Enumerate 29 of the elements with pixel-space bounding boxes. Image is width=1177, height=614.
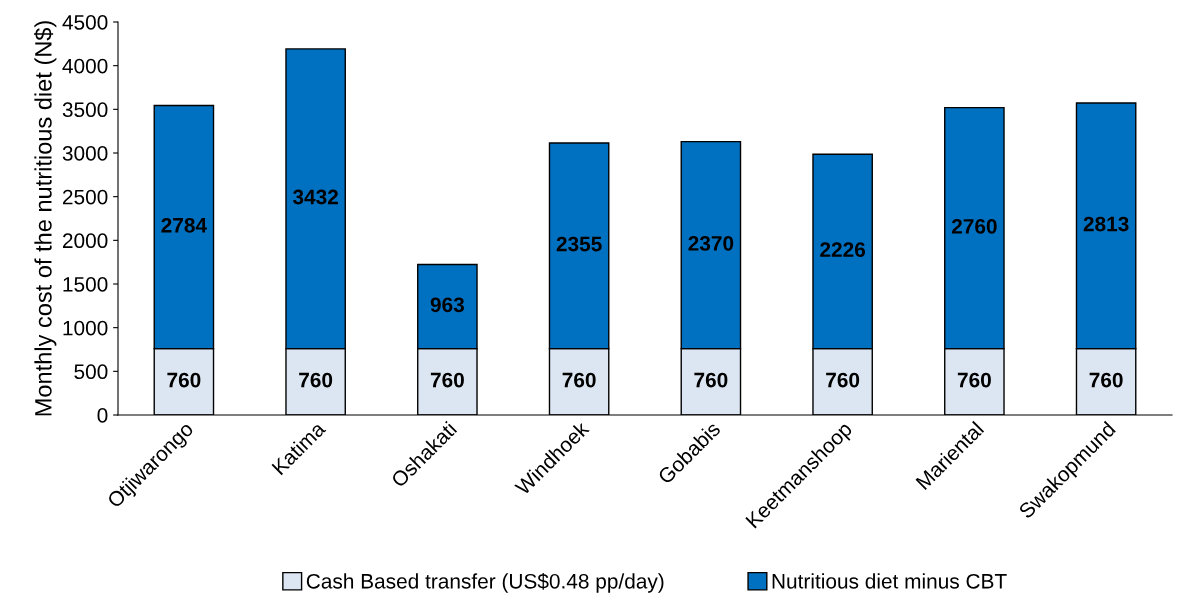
y-tick-label: 500 (74, 364, 108, 380)
data-label: 760 (957, 372, 991, 388)
data-label: 2760 (951, 218, 997, 234)
data-label: 760 (694, 372, 728, 388)
y-axis-title: Monthly cost of the nutritious diet (N$) (34, 21, 57, 416)
y-tick-label: 3500 (62, 102, 108, 118)
data-label: 760 (562, 372, 596, 388)
data-label: 963 (430, 297, 464, 313)
data-label: 2226 (820, 242, 866, 258)
data-label: 2813 (1083, 216, 1129, 232)
data-label: 760 (1089, 372, 1123, 388)
data-label: 760 (826, 372, 860, 388)
data-label: 3432 (292, 189, 338, 205)
data-label: 2784 (161, 217, 207, 233)
data-label: 760 (430, 372, 464, 388)
y-tick-label: 1500 (63, 277, 108, 292)
y-tick-label: 2000 (62, 233, 108, 249)
y-tick-label: 4000 (62, 58, 108, 74)
data-label: 2370 (688, 235, 734, 251)
legend-label: Cash Based transfer (US$0.48 pp/day) (306, 573, 664, 593)
y-tick-label: 2500 (62, 189, 108, 205)
data-label: 760 (299, 372, 333, 388)
data-label: 2355 (556, 236, 602, 252)
y-tick-label: 1000 (63, 320, 108, 336)
y-tick-label: 4500 (62, 15, 108, 30)
data-label: 760 (167, 372, 201, 388)
y-tick-label: 3000 (62, 146, 108, 161)
y-tick-label: 0 (97, 408, 108, 423)
legend-label: Nutritious diet minus CBT (772, 573, 1007, 589)
